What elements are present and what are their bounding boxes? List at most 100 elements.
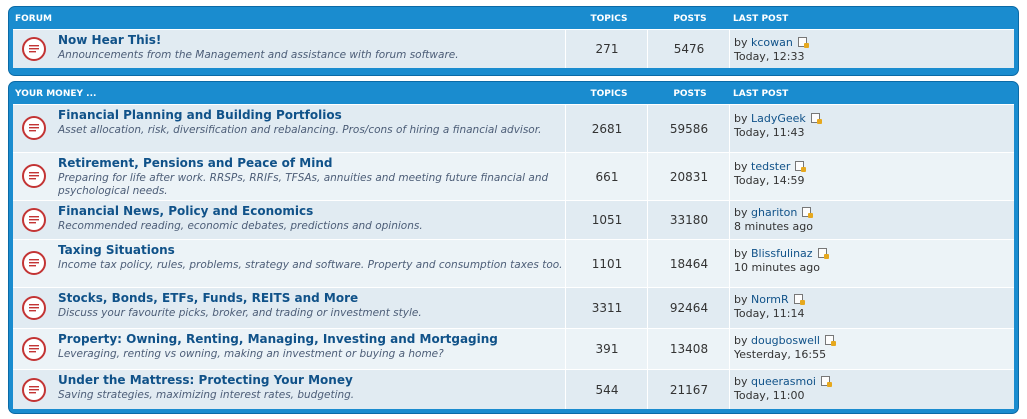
last-post-author-link[interactable]: queerasmoi [751,375,816,388]
forum-row: Retirement, Pensions and Peace of Mind P… [13,152,1014,200]
by-label: by [734,36,748,49]
posts-count: 13408 [647,329,730,369]
category-header: YOUR MONEY ... TOPICS POSTS LAST POST [13,82,1014,104]
last-post-author-link[interactable]: Blissfulinaz [751,247,813,260]
forum-description: Discuss your favourite picks, broker, an… [58,307,422,319]
posts-count: 5476 [647,30,730,68]
topics-count: 391 [565,329,648,369]
last-post-column-header: LAST POST [733,14,789,24]
forum-title-link[interactable]: Now Hear This! [58,33,162,47]
last-post-cell: by queerasmoi Today, 11:00 [729,370,1014,409]
category-title: FORUM [15,14,52,24]
view-latest-post-icon[interactable] [802,207,814,218]
by-label: by [734,375,748,388]
view-latest-post-icon[interactable] [793,294,805,305]
by-label: by [734,160,748,173]
forum-title-link[interactable]: Financial News, Policy and Economics [58,204,314,218]
topics-column-header: TOPICS [590,14,628,24]
posts-column-header: POSTS [673,89,707,99]
posts-count: 92464 [647,288,730,328]
forum-title-link[interactable]: Financial Planning and Building Portfoli… [58,108,342,122]
forum-row: Property: Owning, Renting, Managing, Inv… [13,328,1014,369]
view-latest-post-icon[interactable] [795,161,807,172]
category-header: FORUM TOPICS POSTS LAST POST [13,7,1014,29]
last-post-time: 8 minutes ago [734,220,813,233]
last-post-time: Today, 11:00 [734,389,805,402]
by-label: by [734,206,748,219]
by-label: by [734,247,748,260]
posts-count: 21167 [647,370,730,409]
last-post-author-link[interactable]: NormR [751,293,789,306]
forum-read-icon [22,37,46,61]
last-post-cell: by dougboswell Yesterday, 16:55 [729,329,1014,369]
last-post-cell: by tedster Today, 14:59 [729,153,1014,200]
last-post-author-link[interactable]: kcowan [751,36,793,49]
last-post-cell: by ghariton 8 minutes ago [729,201,1014,239]
forum-description: Income tax policy, rules, problems, stra… [58,259,563,271]
by-label: by [734,112,748,125]
last-post-cell: by NormR Today, 11:14 [729,288,1014,328]
posts-count: 20831 [647,153,730,200]
forum-row: Taxing Situations Income tax policy, rul… [13,239,1014,287]
view-latest-post-icon[interactable] [825,335,836,346]
topics-count: 1051 [565,201,648,239]
topics-count: 3311 [565,288,648,328]
forum-category: YOUR MONEY ... TOPICS POSTS LAST POST Fi… [8,81,1019,414]
last-post-column-header: LAST POST [733,89,789,99]
forum-row: Under the Mattress: Protecting Your Mone… [13,369,1014,409]
forum-title-link[interactable]: Stocks, Bonds, ETFs, Funds, REITS and Mo… [58,291,359,305]
last-post-author-link[interactable]: tedster [751,160,791,173]
forum-read-icon [22,378,46,402]
forum-title-link[interactable]: Taxing Situations [58,243,175,257]
last-post-time: Today, 14:59 [734,174,805,187]
forum-read-icon [22,296,46,320]
topics-count: 2681 [565,105,648,152]
forum-read-icon [22,251,46,275]
topics-count: 1101 [565,240,648,287]
topics-count: 544 [565,370,648,409]
forum-read-icon [22,116,46,140]
forum-category: FORUM TOPICS POSTS LAST POST Now Hear Th… [8,6,1019,76]
last-post-time: Today, 11:43 [734,126,805,139]
topics-column-header: TOPICS [590,89,628,99]
forum-description: Preparing for life after work. RRSPs, RR… [58,172,549,197]
forum-read-icon [22,208,46,232]
last-post-cell: by kcowan Today, 12:33 [729,30,1014,68]
last-post-time: Yesterday, 16:55 [734,348,827,361]
posts-count: 59586 [647,105,730,152]
forum-description: Announcements from the Management and as… [58,49,459,61]
posts-count: 33180 [647,201,730,239]
forum-description: Saving strategies, maximizing interest r… [58,389,355,401]
forum-row: Stocks, Bonds, ETFs, Funds, REITS and Mo… [13,287,1014,328]
last-post-author-link[interactable]: LadyGeek [751,112,806,125]
forum-description: Leveraging, renting vs owning, making an… [58,348,444,360]
last-post-author-link[interactable]: ghariton [751,206,798,219]
view-latest-post-icon[interactable] [821,376,832,387]
by-label: by [734,334,748,347]
forum-title-link[interactable]: Property: Owning, Renting, Managing, Inv… [58,332,498,346]
posts-column-header: POSTS [673,14,707,24]
view-latest-post-icon[interactable] [810,113,822,124]
category-title: YOUR MONEY ... [15,89,97,99]
forum-row: Financial Planning and Building Portfoli… [13,104,1014,152]
last-post-time: Today, 12:33 [734,50,805,63]
view-latest-post-icon[interactable] [797,37,809,48]
last-post-time: 10 minutes ago [734,261,820,274]
forum-read-icon [22,337,46,361]
forum-read-icon [22,164,46,188]
topics-count: 661 [565,153,648,200]
forum-description: Recommended reading, economic debates, p… [58,220,423,232]
posts-count: 18464 [647,240,730,287]
last-post-author-link[interactable]: dougboswell [751,334,820,347]
forum-row: Financial News, Policy and Economics Rec… [13,200,1014,239]
view-latest-post-icon[interactable] [817,248,829,259]
last-post-cell: by Blissfulinaz 10 minutes ago [729,240,1014,287]
forum-title-link[interactable]: Retirement, Pensions and Peace of Mind [58,156,333,170]
topics-count: 271 [565,30,648,68]
forum-title-link[interactable]: Under the Mattress: Protecting Your Mone… [58,373,353,387]
last-post-time: Today, 11:14 [734,307,805,320]
last-post-cell: by LadyGeek Today, 11:43 [729,105,1014,152]
forum-description: Asset allocation, risk, diversification … [58,124,542,136]
by-label: by [734,293,748,306]
forum-row-now-hear-this: Now Hear This! Announcements from the Ma… [13,29,1014,68]
